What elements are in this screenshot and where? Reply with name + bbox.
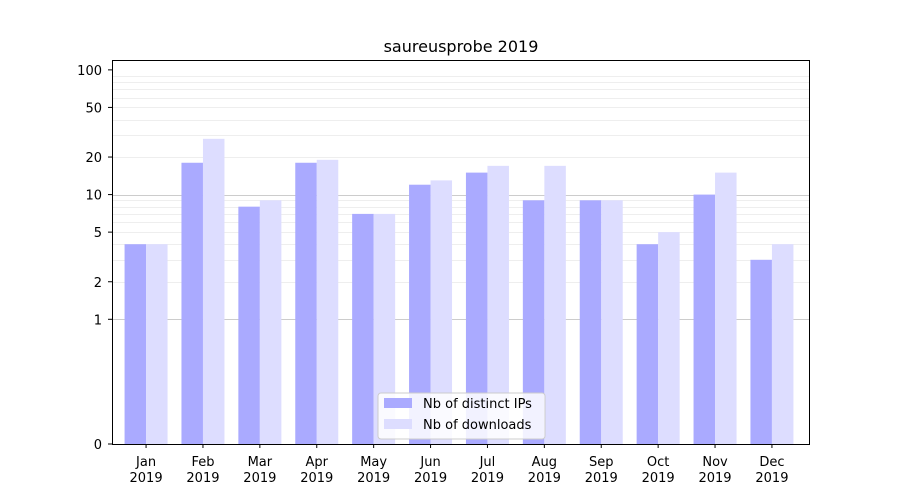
y-tick-label: 2: [94, 276, 102, 291]
bar-downloads: [430, 180, 453, 444]
bar-distinct-ips: [409, 184, 431, 444]
y-tick-label: 0: [94, 438, 102, 453]
bar-downloads: [259, 200, 282, 444]
bar-downloads: [544, 165, 566, 444]
x-tick-label-year: 2019: [130, 471, 163, 486]
bar-distinct-ips: [636, 244, 659, 444]
y-tick-label: 20: [85, 151, 102, 166]
x-tick-label-year: 2019: [755, 471, 788, 486]
bar-downloads: [487, 165, 509, 444]
x-tick-label-month: Aug: [532, 455, 557, 470]
y-tick-label: 10: [85, 189, 102, 204]
x-tick-label-year: 2019: [642, 471, 675, 486]
x-tick-label-month: Jun: [419, 455, 440, 470]
bar-distinct-ips: [465, 172, 488, 444]
x-tick-label-month: May: [360, 455, 387, 470]
bar-distinct-ips: [238, 206, 260, 444]
x-tick-label-year: 2019: [300, 471, 333, 486]
x-tick-label-month: Dec: [759, 455, 784, 470]
x-tick-label-year: 2019: [528, 471, 561, 486]
x-tick-label-year: 2019: [698, 471, 731, 486]
x-tick-label-year: 2019: [243, 471, 276, 486]
bar-distinct-ips: [522, 200, 545, 444]
y-tick-label: 50: [85, 101, 102, 116]
bar-downloads: [715, 172, 737, 444]
x-tick-label-year: 2019: [357, 471, 390, 486]
bar-downloads: [771, 244, 794, 444]
legend-label: Nb of downloads: [423, 418, 532, 433]
x-tick-label-month: Jan: [135, 455, 156, 470]
bar-downloads: [373, 213, 396, 444]
y-tick-label: 100: [77, 64, 102, 79]
bar-distinct-ips: [579, 200, 602, 444]
legend-swatch: [384, 419, 412, 429]
bar-distinct-ips: [750, 259, 772, 444]
y-tick-label: 5: [94, 226, 102, 241]
gridlines: [112, 76, 809, 320]
bar-distinct-ips: [124, 244, 147, 444]
bar-distinct-ips: [181, 162, 203, 444]
x-tick-label-month: Feb: [191, 455, 214, 470]
x-tick-label-month: Apr: [306, 455, 329, 470]
legend-label: Nb of distinct IPs: [423, 397, 532, 412]
legend-box: [377, 392, 546, 440]
x-tick-label-month: Sep: [589, 455, 614, 470]
x-tick-label-month: Mar: [248, 455, 273, 470]
bar-downloads: [658, 232, 680, 444]
x-tick-label-month: Nov: [702, 455, 728, 470]
x-tick-label-month: Oct: [647, 455, 669, 470]
y-tick-label: 1: [94, 313, 102, 328]
legend-swatch: [384, 398, 412, 408]
bar-downloads: [601, 200, 623, 444]
x-tick-label-year: 2019: [414, 471, 447, 486]
x-tick-label-year: 2019: [186, 471, 219, 486]
y-axis: 0 1 2 5 10 20 50 100: [77, 64, 112, 453]
bar-downloads: [202, 138, 225, 444]
x-tick-label-month: Jul: [479, 455, 496, 470]
x-tick-label-year: 2019: [471, 471, 504, 486]
legend: Nb of distinct IPs Nb of downloads: [377, 392, 546, 440]
bar-downloads: [146, 244, 168, 444]
bar-distinct-ips: [352, 213, 374, 444]
chart-title: saureusprobe 2019: [384, 37, 539, 56]
bar-distinct-ips: [693, 194, 716, 444]
plot-frame: [112, 60, 810, 445]
bar-downloads: [316, 159, 339, 444]
x-tick-label-year: 2019: [585, 471, 618, 486]
x-axis: Jan2019Feb2019Mar2019Apr2019May2019Jun20…: [130, 444, 788, 486]
bars: [124, 138, 794, 444]
bar-distinct-ips: [295, 162, 317, 444]
